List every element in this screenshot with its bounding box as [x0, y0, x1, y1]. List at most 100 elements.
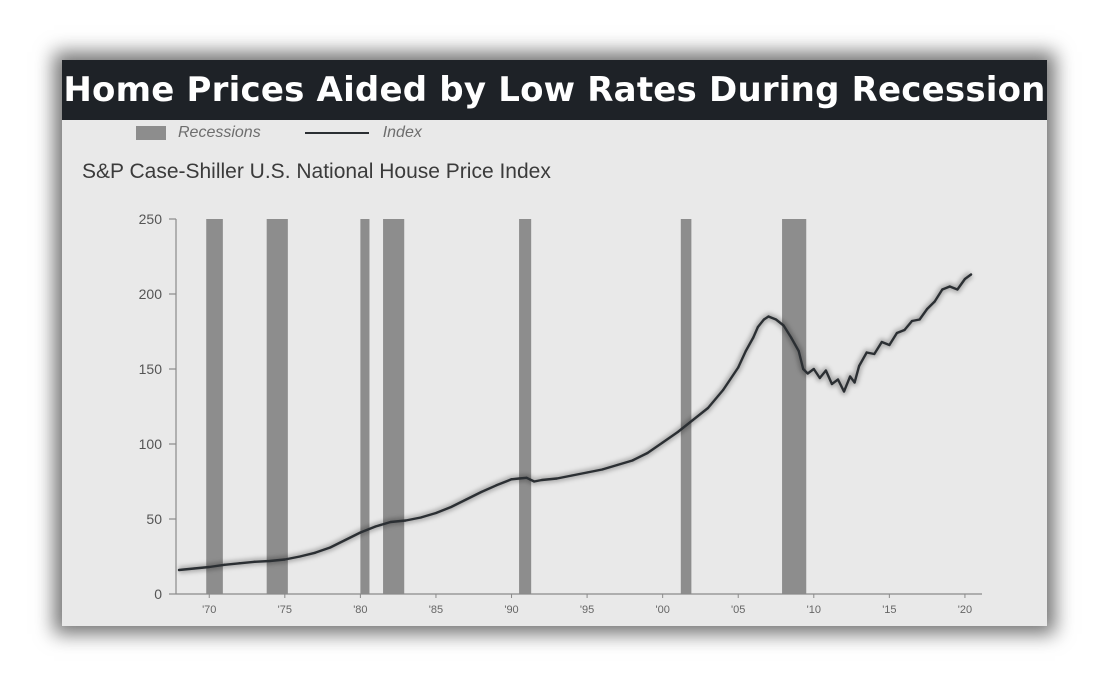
index-point-25: [533, 480, 536, 483]
legend: Recessions Index: [136, 122, 466, 144]
index-point-65: [903, 328, 906, 332]
recession-bar-6: [782, 219, 807, 594]
index-point-26: [540, 478, 543, 482]
recession-bar-1: [266, 219, 288, 594]
index-point-71: [948, 285, 951, 288]
recession-bar-5: [680, 219, 692, 594]
index-point-66: [910, 319, 914, 323]
legend-item-recessions: Recessions: [136, 124, 261, 142]
index-point-69: [933, 300, 936, 303]
index-point-49: [802, 367, 805, 371]
index-point-6: [268, 559, 271, 563]
index-point-74: [969, 273, 973, 276]
recession-bar-3: [383, 219, 405, 594]
index-point-58: [853, 381, 856, 384]
index-point-20: [480, 490, 483, 494]
slide-panel: Home Prices Aided by Low Rates During Re…: [62, 60, 1047, 626]
y-tick-label-4: 200: [139, 286, 163, 302]
index-point-46: [782, 324, 785, 327]
index-point-72: [956, 288, 959, 291]
index-point-38: [722, 388, 725, 392]
index-point-47: [790, 336, 793, 339]
recession-bar-0: [206, 219, 223, 594]
index-point-14: [389, 520, 392, 524]
index-point-41: [752, 336, 755, 339]
index-point-32: [631, 459, 634, 462]
index-point-51: [812, 367, 815, 371]
index-point-55: [836, 378, 840, 381]
legend-item-index: Index: [304, 124, 422, 142]
axes: 0 50 100 150 200 250 '70 '75 '80 '85 '90 '95 '00 '05 '…: [139, 211, 982, 616]
recession-bar-2: [360, 219, 370, 594]
x-tick-label-9: '15: [882, 604, 896, 616]
x-tick-label-10: '20: [958, 604, 972, 616]
x-tick-label-5: '95: [580, 604, 594, 616]
index-point-36: [691, 418, 694, 422]
index-point-59: [858, 364, 861, 368]
index-point-9: [313, 551, 317, 554]
index-line-shadow: [178, 271, 974, 574]
index-point-56: [842, 390, 846, 393]
index-point-37: [706, 406, 710, 410]
index-point-42: [756, 325, 759, 329]
index-point-70: [941, 288, 944, 291]
title-bar: Home Prices Aided by Low Rates During Re…: [62, 60, 1047, 120]
index-point-54: [830, 382, 834, 386]
index-point-33: [646, 451, 649, 455]
index-point-68: [926, 307, 929, 311]
index-point-11: [344, 538, 347, 542]
index-point-57: [848, 375, 852, 378]
index-point-67: [918, 318, 921, 321]
index-point-21: [495, 484, 498, 487]
x-tick-label-8: '10: [807, 604, 821, 616]
y-tick-label-2: 100: [139, 436, 163, 452]
index-point-5: [253, 560, 256, 563]
index-point-64: [895, 331, 899, 335]
slide-title: Home Prices Aided by Low Rates During Re…: [63, 70, 1046, 110]
index-point-15: [404, 519, 407, 522]
index-point-60: [865, 351, 868, 354]
index-series: [177, 271, 974, 574]
x-tick-label-4: '90: [504, 604, 518, 616]
x-tick-label-2: '80: [353, 604, 367, 616]
index-point-45: [774, 318, 778, 321]
index-point-62: [880, 340, 883, 344]
y-tick-label-1: 50: [146, 511, 162, 527]
index-point-48: [797, 349, 800, 353]
y-tick-label-0: 0: [154, 586, 162, 602]
legend-label-index: Index: [382, 124, 422, 141]
index-point-10: [329, 546, 332, 549]
index-point-35: [676, 430, 679, 434]
index-point-22: [510, 478, 513, 481]
index-point-29: [585, 471, 589, 474]
index-point-44: [767, 315, 770, 318]
index-point-52: [818, 376, 821, 380]
recession-bar-4: [519, 219, 532, 594]
index-point-3: [223, 563, 226, 566]
index-line-swatch-icon: [304, 132, 369, 134]
index-point-39: [737, 366, 740, 369]
index-point-73: [963, 277, 967, 281]
index-line: [177, 273, 973, 572]
index-point-16: [419, 516, 422, 519]
x-tick-label-6: '00: [655, 604, 669, 616]
index-point-24: [525, 476, 528, 479]
x-tick-label-7: '05: [731, 604, 745, 616]
index-point-43: [762, 318, 766, 321]
index-point-31: [616, 463, 619, 467]
recession-swatch-icon: [136, 126, 166, 140]
chart-title: S&P Case-Shiller U.S. National House Pri…: [82, 160, 551, 183]
y-tick-label-5: 250: [139, 211, 163, 227]
index-point-28: [570, 474, 574, 477]
index-point-18: [449, 505, 453, 509]
index-point-50: [806, 372, 809, 375]
index-point-34: [661, 441, 664, 444]
index-point-61: [873, 352, 876, 356]
index-point-17: [434, 511, 438, 515]
index-point-63: [888, 343, 891, 347]
index-point-19: [465, 498, 468, 501]
index-point-0: [177, 568, 181, 572]
x-tick-label-3: '85: [429, 604, 443, 616]
x-tick-label-0: '70: [202, 604, 216, 616]
legend-label-recessions: Recessions: [178, 124, 261, 141]
